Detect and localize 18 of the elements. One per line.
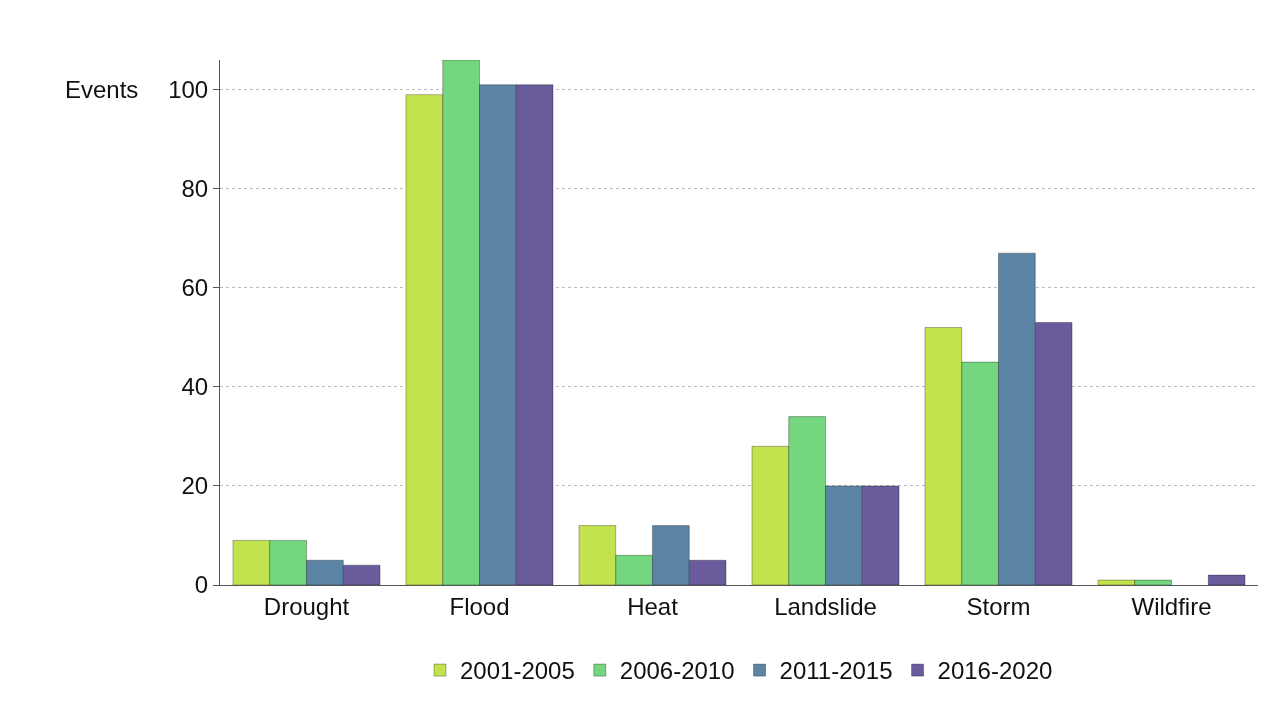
y-tick-label: 60 (181, 274, 209, 302)
x-tick-label: Heat (627, 592, 679, 620)
y-tick-label: 100 (168, 76, 209, 104)
x-tick-label: Wildfire (1131, 592, 1212, 620)
y-tick-label: 80 (181, 175, 209, 203)
x-tick-label: Storm (966, 592, 1031, 620)
y-tick-label: 40 (181, 373, 209, 401)
x-tick-label: Landslide (774, 592, 877, 620)
y-axis-title: Events (65, 76, 139, 103)
y-tick-label: 0 (194, 571, 209, 599)
legend-label: 2016-2020 (937, 657, 1053, 685)
x-tick-label: Drought (263, 592, 350, 620)
legend-label: 2011-2015 (779, 657, 893, 685)
bar (1207, 574, 1246, 585)
legend-label: 2001-2005 (460, 657, 575, 685)
x-tick-label: Flood (449, 592, 510, 620)
legend-label: 2006-2010 (619, 657, 735, 685)
y-tick-label: 20 (181, 472, 209, 500)
